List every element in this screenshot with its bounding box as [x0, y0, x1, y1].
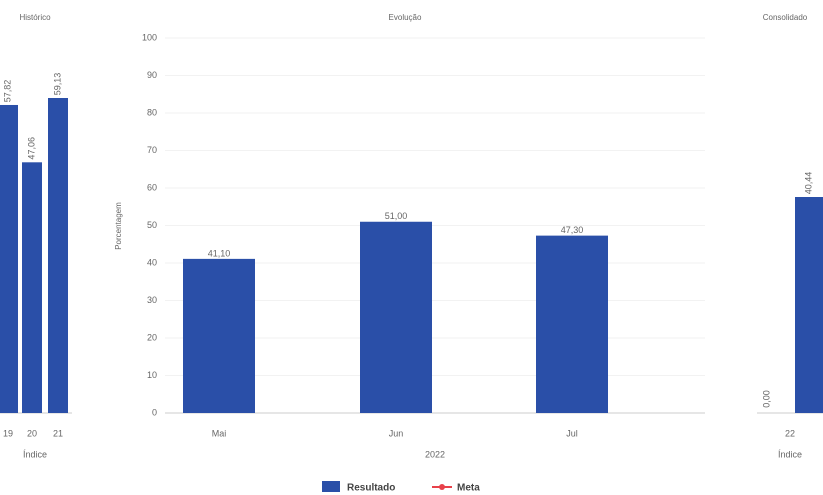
y-tick-label: 0 [152, 407, 157, 417]
legend-swatch [439, 484, 445, 490]
legend-label: Resultado [347, 483, 395, 494]
data-label: 47,06 [26, 137, 36, 160]
chart-title: Histórico [19, 13, 51, 22]
data-label: 51,00 [385, 211, 408, 221]
data-label: 40,44 [803, 172, 813, 195]
y-tick-label: 10 [147, 370, 157, 380]
y-tick-label: 30 [147, 295, 157, 305]
x-axis-label: 2022 [425, 449, 445, 459]
x-axis-label: Índice [23, 449, 47, 459]
x-tick-label: 19 [3, 428, 13, 438]
bar [360, 221, 432, 413]
y-tick-label: 50 [147, 220, 157, 230]
chart-title: Consolidado [763, 13, 808, 22]
bar [48, 98, 68, 413]
y-tick-label: 60 [147, 182, 157, 192]
bar [536, 235, 608, 413]
chart-title: Evolução [389, 13, 422, 22]
x-axis-label: Índice [778, 449, 802, 459]
y-axis-label: Porcentagem [114, 202, 123, 250]
y-tick-label: 70 [147, 145, 157, 155]
data-label: 47,30 [561, 225, 584, 235]
data-label: 59,13 [52, 73, 62, 96]
x-tick-label: Jul [566, 428, 578, 438]
x-tick-label: 21 [53, 428, 63, 438]
legend-swatch [322, 481, 340, 492]
data-label: 0,00 [761, 390, 771, 408]
legend-label: Meta [457, 483, 480, 494]
data-label: 41,10 [208, 248, 231, 258]
x-tick-label: 20 [27, 428, 37, 438]
data-label: 57,82 [2, 80, 12, 103]
bar [183, 258, 255, 413]
x-tick-label: Jun [389, 428, 404, 438]
y-tick-label: 20 [147, 332, 157, 342]
y-tick-label: 90 [147, 70, 157, 80]
y-tick-label: 80 [147, 107, 157, 117]
bar [795, 197, 823, 413]
bar [22, 162, 42, 413]
x-tick-label: Mai [212, 428, 227, 438]
bar [0, 104, 18, 413]
x-tick-label: 22 [785, 428, 795, 438]
y-tick-label: 40 [147, 257, 157, 267]
y-tick-label: 100 [142, 32, 157, 42]
